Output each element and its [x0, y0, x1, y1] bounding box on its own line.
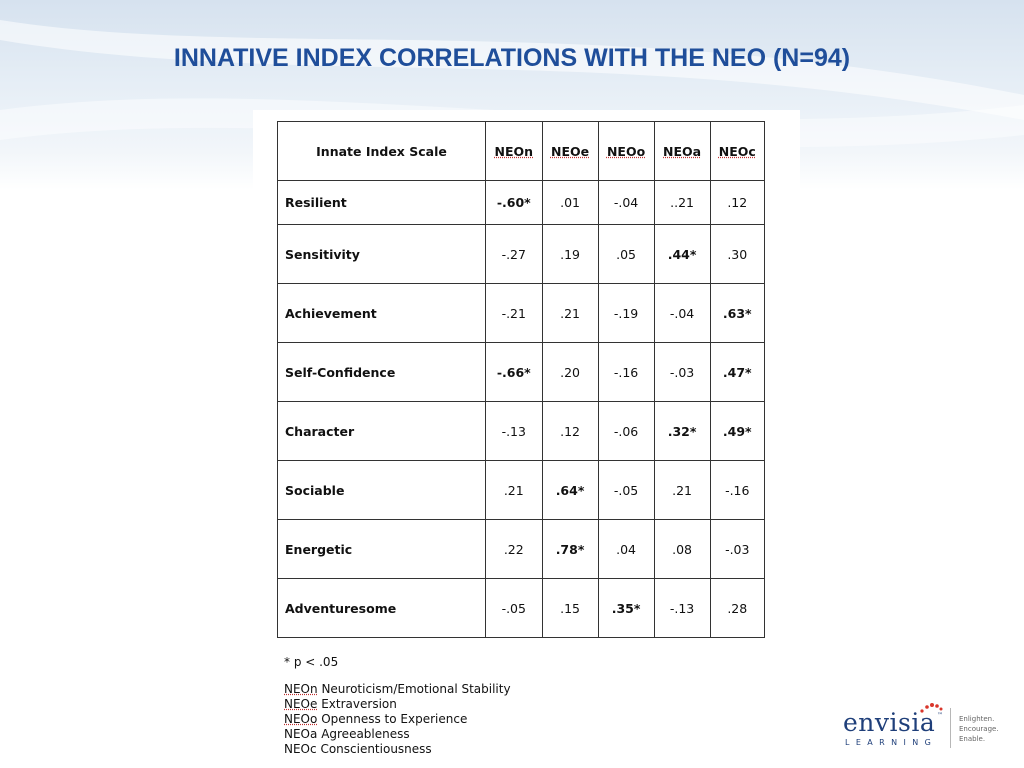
row-scale-label: Sociable: [277, 460, 486, 520]
legend-abbreviation: NEOe: [284, 697, 318, 711]
correlation-cell: .05: [597, 224, 655, 284]
legend-abbreviation: NEOc: [284, 742, 317, 756]
legend-meaning: Extraversion: [321, 697, 397, 711]
correlation-cell: .63*: [709, 283, 766, 343]
column-header-neoe: NEOe: [541, 121, 599, 181]
logo-tagline-line: Encourage.: [959, 725, 999, 733]
table-row: Self-Confidence -.66* .20 -.16 -.03.47*: [277, 342, 766, 402]
legend-meaning: Neuroticism/Emotional Stability: [321, 682, 511, 696]
legend-meaning: Agreeableness: [321, 727, 410, 741]
correlation-cell: .04: [597, 519, 655, 579]
row-scale-label: Sensitivity: [277, 224, 486, 284]
correlation-cell: .30: [709, 224, 766, 284]
column-header-neon: NEOn: [485, 121, 543, 181]
row-scale-label: Character: [277, 401, 486, 461]
logo-wordmark: envisia: [843, 708, 936, 737]
correlation-cell: .21: [485, 460, 543, 520]
legend-item: NEOn Neuroticism/Emotional Stability: [284, 682, 511, 697]
correlation-cell: .20: [541, 342, 599, 402]
legend-item: NEOo Openness to Experience: [284, 712, 511, 727]
correlation-cell: -.05: [485, 578, 543, 638]
correlation-cell: .49*: [709, 401, 766, 461]
logo-tagline-line: Enable.: [959, 735, 986, 743]
logo-trademark: ™: [937, 712, 943, 719]
correlation-cell: .35*: [597, 578, 655, 638]
correlation-cell: -.04: [597, 180, 655, 225]
correlation-cell: .22: [485, 519, 543, 579]
correlation-cell: .21: [653, 460, 711, 520]
row-scale-label: Achievement: [277, 283, 486, 343]
table-header-row: Innate Index Scale NEOn NEOe NEOo NEOa NEOc: [277, 121, 766, 181]
logo-dots-icon: [920, 703, 943, 713]
logo-tagline-line: Enlighten.: [959, 715, 995, 723]
notes: * p < .05 NEOn Neuroticism/Emotional Sta…: [284, 655, 511, 757]
row-scale-label: Energetic: [277, 519, 486, 579]
logo-tagline: Enlighten. Encourage. Enable.: [959, 714, 999, 744]
correlation-cell: -.05: [597, 460, 655, 520]
legend-abbreviation: NEOa: [284, 727, 318, 741]
table-row: Sensitivity -.27.19.05.44* .30: [277, 224, 766, 284]
column-header-neoc: NEOc: [709, 121, 766, 181]
correlation-table: Innate Index Scale NEOn NEOe NEOo NEOa NEOc …: [277, 121, 766, 638]
significance-note: * p < .05: [284, 655, 339, 669]
correlation-cell: .08: [653, 519, 711, 579]
column-header-neoa: NEOa: [653, 121, 711, 181]
legend-item: NEOe Extraversion: [284, 697, 511, 712]
table-row: Achievement -.21.21 -.19 -.04.63*: [277, 283, 766, 343]
correlation-cell: -.19: [597, 283, 655, 343]
scale-header: Innate Index Scale: [277, 121, 486, 181]
correlation-cell: .32*: [653, 401, 711, 461]
correlation-cell: -.04: [653, 283, 711, 343]
correlation-cell: -.13: [485, 401, 543, 461]
correlation-cell: -.16: [597, 342, 655, 402]
correlation-cell: -.06: [597, 401, 655, 461]
row-scale-label: Resilient: [277, 180, 486, 225]
table-row: Energetic .22.78* .04.08 -.03: [277, 519, 766, 579]
correlation-cell: .21: [541, 283, 599, 343]
slide-title: INNATIVE INDEX CORRELATIONS WITH THE NEO…: [173, 44, 851, 72]
legend-item: NEOa Agreeableness: [284, 727, 511, 742]
table-row: Adventuresome -.05.15.35* -.13.28: [277, 578, 766, 638]
correlation-cell: .12: [709, 180, 766, 225]
correlation-cell: -.27: [485, 224, 543, 284]
legend-abbreviation: NEOn: [284, 682, 318, 696]
envisia-logo: envisia ™ LEARNING Enlighten. Encourage.…: [843, 702, 1013, 752]
logo-subtitle: LEARNING: [845, 738, 938, 747]
legend-item: NEOc Conscientiousness: [284, 742, 511, 757]
correlation-cell: .78*: [541, 519, 599, 579]
correlation-cell: ..21: [653, 180, 711, 225]
row-scale-label: Self-Confidence: [277, 342, 486, 402]
correlation-cell: .15: [541, 578, 599, 638]
legend-meaning: Conscientiousness: [320, 742, 432, 756]
legend-meaning: Openness to Experience: [321, 712, 468, 726]
column-header-neoo: NEOo: [597, 121, 655, 181]
correlation-cell: -.21: [485, 283, 543, 343]
correlation-cell: -.13: [653, 578, 711, 638]
correlation-cell: -.60*: [485, 180, 543, 225]
correlation-cell: .47*: [709, 342, 766, 402]
correlation-cell: .01: [541, 180, 599, 225]
table-row: Sociable .21.64* -.05.21 -.16: [277, 460, 766, 520]
table-row: Resilient -.60* .01 -.04 ..21.12: [277, 180, 766, 225]
logo-divider: [950, 708, 951, 748]
correlation-cell: .44*: [653, 224, 711, 284]
table-row: Character -.13.12 -.06.32* .49*: [277, 401, 766, 461]
correlation-cell: -.03: [653, 342, 711, 402]
correlation-cell: .12: [541, 401, 599, 461]
abbreviation-legend: NEOn Neuroticism/Emotional Stability NEOe…: [284, 682, 511, 757]
correlation-cell: -.03: [709, 519, 766, 579]
correlation-cell: .64*: [541, 460, 599, 520]
correlation-cell: .28: [709, 578, 766, 638]
correlation-cell: .19: [541, 224, 599, 284]
correlation-cell: -.16: [709, 460, 766, 520]
row-scale-label: Adventuresome: [277, 578, 486, 638]
correlation-cell: -.66*: [485, 342, 543, 402]
legend-abbreviation: NEOo: [284, 712, 318, 726]
